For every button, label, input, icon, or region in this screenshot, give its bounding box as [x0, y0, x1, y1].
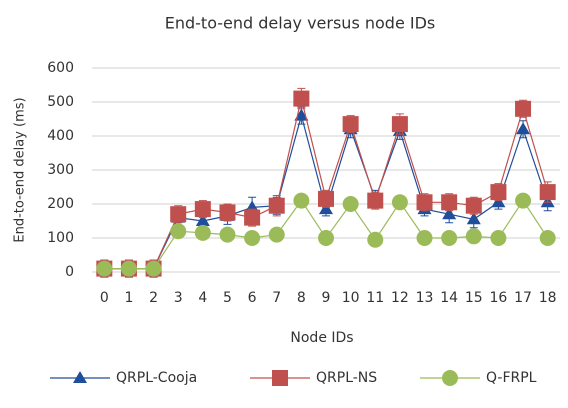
legend-label: Q-FRPL — [486, 370, 537, 386]
legend-label: QRPL-NS — [316, 370, 377, 386]
point — [539, 184, 556, 201]
point — [516, 122, 531, 135]
point — [195, 214, 210, 226]
legend-label: QRPL-Cooja — [116, 370, 197, 386]
point — [145, 260, 162, 277]
x-tick-label: 4 — [198, 290, 207, 306]
y-tick-label: 500 — [47, 94, 74, 110]
point — [170, 223, 187, 240]
point — [318, 230, 334, 246]
point — [293, 90, 310, 107]
point — [294, 108, 309, 121]
point — [441, 230, 458, 246]
point — [268, 226, 285, 243]
point — [244, 209, 261, 226]
point — [194, 201, 211, 218]
x-tick-label: 8 — [297, 290, 306, 306]
x-tick-label: 15 — [465, 290, 483, 306]
point — [96, 260, 113, 277]
y-tick-label: 200 — [47, 196, 74, 212]
point — [268, 197, 285, 214]
y-tick-label: 600 — [47, 60, 74, 76]
x-tick-label: 0 — [100, 290, 109, 306]
point — [170, 206, 187, 223]
y-tick-label: 300 — [47, 162, 74, 178]
point — [120, 260, 137, 277]
point — [194, 224, 211, 241]
point — [342, 196, 359, 212]
point — [318, 190, 334, 207]
point — [515, 100, 532, 117]
x-tick-label: 6 — [248, 290, 257, 306]
point — [219, 204, 236, 221]
x-tick-label: 17 — [514, 290, 532, 306]
point — [367, 192, 384, 209]
y-axis-label: End-to-end delay (ms) — [13, 97, 28, 242]
point — [293, 192, 310, 209]
point — [367, 231, 384, 248]
y-tick-label: 100 — [47, 230, 74, 246]
x-tick-label: 13 — [416, 290, 434, 306]
x-tick-label: 16 — [490, 290, 508, 306]
chart-title: End-to-end delay versus node IDs — [165, 14, 436, 33]
y-tick-label: 400 — [47, 128, 74, 144]
x-tick-label: 1 — [124, 290, 133, 306]
point — [416, 194, 433, 211]
x-tick-label: 10 — [342, 290, 360, 306]
point — [391, 194, 408, 211]
x-tick-label: 14 — [440, 290, 458, 306]
point — [465, 197, 482, 214]
legend-marker — [442, 370, 458, 386]
legend-marker — [73, 371, 87, 383]
point — [342, 116, 359, 133]
x-tick-label: 11 — [366, 290, 384, 306]
point — [219, 226, 236, 243]
x-axis-label: Node IDs — [290, 330, 353, 346]
x-tick-label: 2 — [149, 290, 158, 306]
point — [539, 230, 556, 246]
point — [465, 228, 482, 245]
x-tick-label: 12 — [391, 290, 409, 306]
x-tick-label: 18 — [539, 290, 557, 306]
x-tick-label: 7 — [272, 290, 281, 306]
point — [391, 116, 408, 133]
legend-marker — [272, 370, 288, 386]
x-tick-label: 5 — [223, 290, 232, 306]
point — [319, 202, 333, 215]
point — [490, 184, 507, 201]
x-tick-label: 9 — [322, 290, 331, 306]
point — [441, 194, 458, 211]
point — [442, 207, 457, 220]
point — [416, 230, 433, 246]
y-tick-label: 0 — [65, 264, 74, 280]
point — [244, 230, 261, 246]
x-tick-label: 3 — [174, 290, 183, 306]
point — [491, 195, 506, 208]
point — [490, 230, 507, 246]
point — [466, 212, 481, 225]
point — [515, 192, 532, 209]
